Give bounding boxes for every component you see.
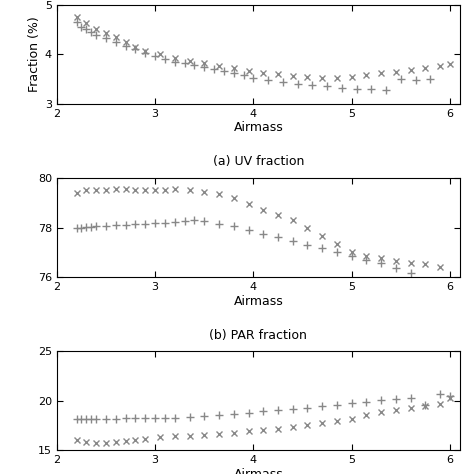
Text: (b) PAR fraction: (b) PAR fraction <box>210 328 307 341</box>
X-axis label: Airmass: Airmass <box>234 468 283 474</box>
Y-axis label: Fraction (%): Fraction (%) <box>27 17 41 92</box>
X-axis label: Airmass: Airmass <box>234 295 283 308</box>
Text: (a) UV fraction: (a) UV fraction <box>213 155 304 168</box>
X-axis label: Airmass: Airmass <box>234 121 283 135</box>
